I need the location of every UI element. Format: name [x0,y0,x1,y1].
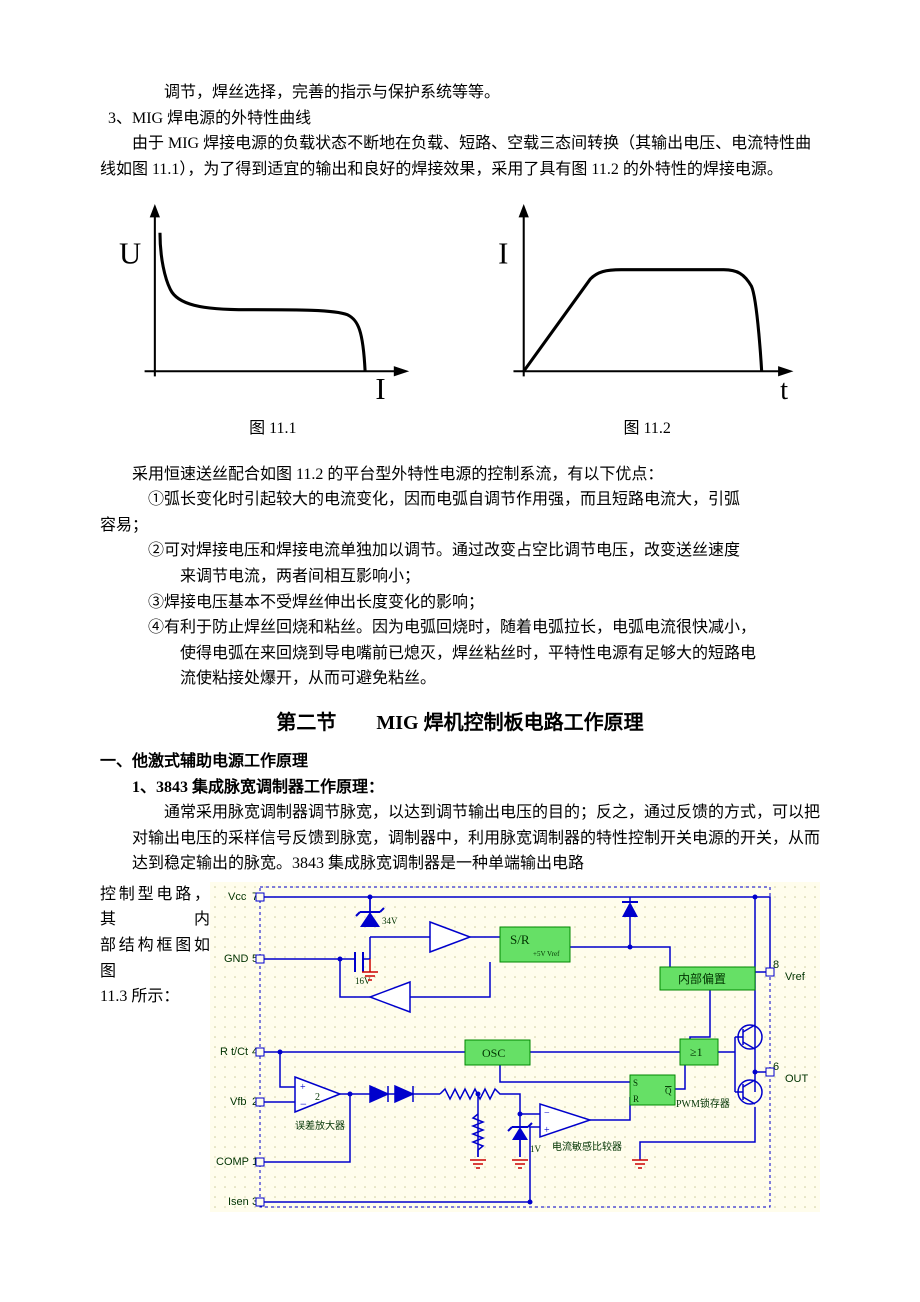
svg-text:1V: 1V [530,1144,542,1154]
osc-label: OSC [482,1046,505,1060]
r-label: R [633,1094,639,1104]
list-item-cont: 来调节电流，两者间相互影响小； [100,564,820,590]
svg-text:+: + [300,1082,306,1093]
pin-label: COMP [216,1156,249,1168]
pin-label: Vref [785,971,806,983]
pin-label: GND [224,953,249,965]
list-item-cont: 容易； [100,513,820,539]
x-arrow [394,366,409,376]
caption-1: 图 11.1 [100,416,446,442]
bias-label: 内部偏置 [678,971,726,986]
text-line: 11.3 所示： [100,984,210,1010]
y-label: U [119,237,141,271]
chart-svg-1: U I [100,202,446,402]
circuit-diagram: Vcc7 GND5 R t/Ct4 Vfb2 COMP1 Isen3 Vref8… [210,882,820,1221]
chart-11-1: U I [100,202,446,411]
list-item: ④有利于防止焊丝回烧和粘丝。因为电弧回烧时，随着电弧拉长，电弧电流很快减小， [100,615,820,641]
svg-text:34V: 34V [382,916,398,926]
pin-label: R t/Ct [220,1046,248,1058]
svg-text:−: − [300,1097,307,1111]
paragraph: 由于 MIG 焊接电源的负载状态不断地在负载、短路、空载三态间转换（其输出电压、… [100,131,820,182]
list-item: ③焊接电压基本不受焊丝伸出长度变化的影响； [100,590,820,616]
section-title: 第二节 MIG 焊机控制板电路工作原理 [100,707,820,739]
sr-sublabel: +5V Vref [533,950,560,958]
caption-row: 图 11.1 图 11.2 [100,416,820,442]
chart-11-2: I t [474,202,820,411]
curve [160,233,365,371]
circuit-svg: Vcc7 GND5 R t/Ct4 Vfb2 COMP1 Isen3 Vref8… [210,882,820,1212]
text-line: 调节，焊丝选择，完善的指示与保护系统等等。 [100,80,820,106]
subheading: 一、他激式辅助电源工作原理 [100,749,820,775]
text-line: 部结构框图如图 [100,933,210,984]
chart-svg-2: I t [474,202,820,402]
paragraph: 采用恒速送丝配合如图 11.2 的平台型外特性电源的控制系流，有以下优点： [100,462,820,488]
q-label: Q [665,1086,672,1096]
circuit-row: 控制型电路，其内 部结构框图如图 11.3 所示： Vcc7 GND5 R t/… [100,882,820,1221]
pin-label: Vfb [230,1096,247,1108]
paragraph: 通常采用脉宽调制器调节脉宽，以达到调节输出电压的目的；反之，通过反馈的方式，可以… [100,800,820,877]
pin-label: Vcc [228,891,247,903]
sr-label: S/R [510,932,530,947]
text-line: 控制型电路，其内 [100,882,210,933]
list-item-cont: 流使粘接处爆开，从而可避免粘丝。 [100,666,820,692]
x-label: I [375,372,385,402]
curve [524,270,762,372]
pin-label: OUT [785,1073,809,1085]
item-heading: 3、MIG 焊电源的外特性曲线 [100,106,820,132]
y-arrow [150,204,160,217]
svg-text:+: + [544,1125,550,1136]
y-arrow [519,204,529,217]
svg-text:电流敏感比较器: 电流敏感比较器 [552,1140,622,1153]
caption-2: 图 11.2 [474,416,820,442]
svg-text:−: − [544,1108,550,1119]
list-item-cont: 使得电弧在来回烧到导电嘴前已熄灭，焊丝粘丝时，平特性电源有足够大的短路电 [100,641,820,667]
svg-text:误差放大器: 误差放大器 [295,1119,345,1132]
pin-label: Isen [228,1196,249,1208]
svg-text:16V: 16V [355,976,371,986]
s-label: S [633,1078,638,1088]
subheading: 1、3843 集成脉宽调制器工作原理： [100,775,820,801]
x-label: t [781,374,789,402]
y-label: I [498,237,508,271]
or-label: ≥1 [690,1045,703,1059]
svg-text:2: 2 [315,1092,320,1103]
circuit-left-text: 控制型电路，其内 部结构框图如图 11.3 所示： [100,882,210,1221]
list-item: ②可对焊接电压和焊接电流单独加以调节。通过改变占空比调节电压，改变送丝速度 [100,538,820,564]
list-item: ①弧长变化时引起较大的电流变化，因而电弧自调节作用强，而且短路电流大，引弧 [100,487,820,513]
charts-row: U I I t [100,202,820,411]
pwm-label: PWM锁存器 [676,1097,730,1110]
